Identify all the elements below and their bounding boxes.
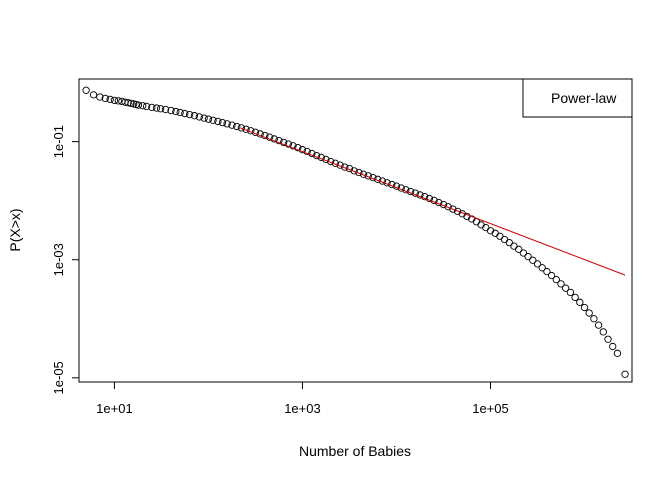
data-point: [181, 109, 189, 118]
data-point: [214, 117, 222, 126]
data-point: [303, 147, 311, 156]
data-point: [176, 108, 184, 117]
y-tick-label: 1e-03: [51, 243, 66, 276]
data-point: [298, 146, 307, 154]
data-point: [557, 280, 565, 288]
data-point: [134, 101, 143, 109]
data-point: [613, 349, 622, 357]
data-point: [148, 103, 156, 112]
data-point: [515, 245, 523, 253]
data-point: [167, 106, 175, 115]
data-point: [195, 113, 203, 121]
data-point: [547, 271, 556, 280]
data-point: [106, 95, 114, 104]
data-point: [566, 288, 575, 297]
data-point: [621, 370, 629, 378]
data-point: [139, 102, 147, 110]
data-point: [172, 107, 180, 116]
data-point: [156, 105, 165, 113]
legend-entry-power-law: Power-law: [551, 90, 617, 106]
data-point: [604, 335, 612, 343]
data-point: [294, 144, 302, 152]
data-point: [599, 328, 607, 336]
data-point: [482, 223, 490, 232]
data-point: [524, 252, 532, 261]
data-point: [152, 104, 161, 112]
y-tick-label: 1e-05: [51, 361, 66, 394]
y-tick-label: 1e-01: [51, 125, 66, 158]
data-point: [228, 121, 236, 129]
data-points: [82, 86, 629, 378]
data-point: [233, 122, 241, 131]
data-point: [114, 97, 122, 105]
data-point: [270, 135, 278, 143]
data-point: [124, 99, 132, 107]
data-point: [280, 138, 288, 147]
data-point: [284, 140, 293, 148]
data-point: [218, 118, 227, 127]
plot-border: [78, 78, 633, 383]
fit-lines: [240, 127, 626, 276]
data-point: [552, 275, 560, 284]
data-point: [449, 205, 457, 213]
y-axis: 1e-01 1e-03 1e-05: [51, 125, 79, 394]
data-point: [127, 99, 135, 107]
x-tick-label: 1e+03: [284, 401, 321, 416]
data-point: [543, 267, 551, 276]
data-point: [190, 112, 199, 120]
data-point: [529, 256, 537, 264]
y-axis-label: P(X>x): [7, 208, 23, 251]
x-tick-label: 1e+01: [96, 401, 133, 416]
data-point: [453, 207, 462, 215]
data-point: [580, 303, 589, 312]
x-tick-label: 1e+05: [472, 401, 509, 416]
data-point: [590, 315, 598, 323]
data-point: [421, 193, 429, 201]
data-point: [444, 203, 452, 211]
data-point: [142, 102, 151, 111]
data-point: [110, 96, 119, 105]
data-point: [200, 114, 208, 122]
data-point: [350, 167, 358, 175]
data-point: [82, 86, 90, 94]
data-point: [533, 260, 542, 268]
data-point: [308, 149, 316, 158]
data-point: [500, 235, 509, 244]
plot-frame: [78, 78, 633, 383]
data-point: [204, 115, 213, 123]
data-point: [223, 120, 231, 128]
data-point: [96, 93, 104, 101]
data-point: [496, 232, 504, 240]
data-point: [101, 94, 109, 103]
legend-box: [522, 78, 633, 118]
data-point: [89, 91, 98, 99]
data-point: [185, 110, 194, 119]
data-point: [289, 142, 297, 150]
data-point: [576, 298, 584, 306]
data-point: [519, 249, 528, 257]
data-point: [510, 242, 518, 250]
data-point: [571, 293, 579, 302]
data-point: [538, 264, 546, 272]
data-point: [237, 124, 246, 132]
x-axis: 1e+01 1e+03 1e+05: [96, 382, 509, 416]
data-point: [609, 342, 617, 351]
power-law-fit-line: [240, 127, 626, 276]
data-point: [261, 131, 269, 140]
data-point: [562, 284, 570, 292]
legend: Power-law: [522, 78, 633, 118]
data-point: [209, 116, 217, 124]
data-point: [265, 133, 274, 141]
data-point: [585, 309, 593, 317]
data-point: [275, 136, 283, 145]
x-axis-label: Number of Babies: [299, 443, 411, 459]
data-point: [477, 221, 485, 229]
data-point: [594, 321, 603, 329]
data-point: [161, 105, 170, 114]
data-point: [505, 238, 513, 247]
